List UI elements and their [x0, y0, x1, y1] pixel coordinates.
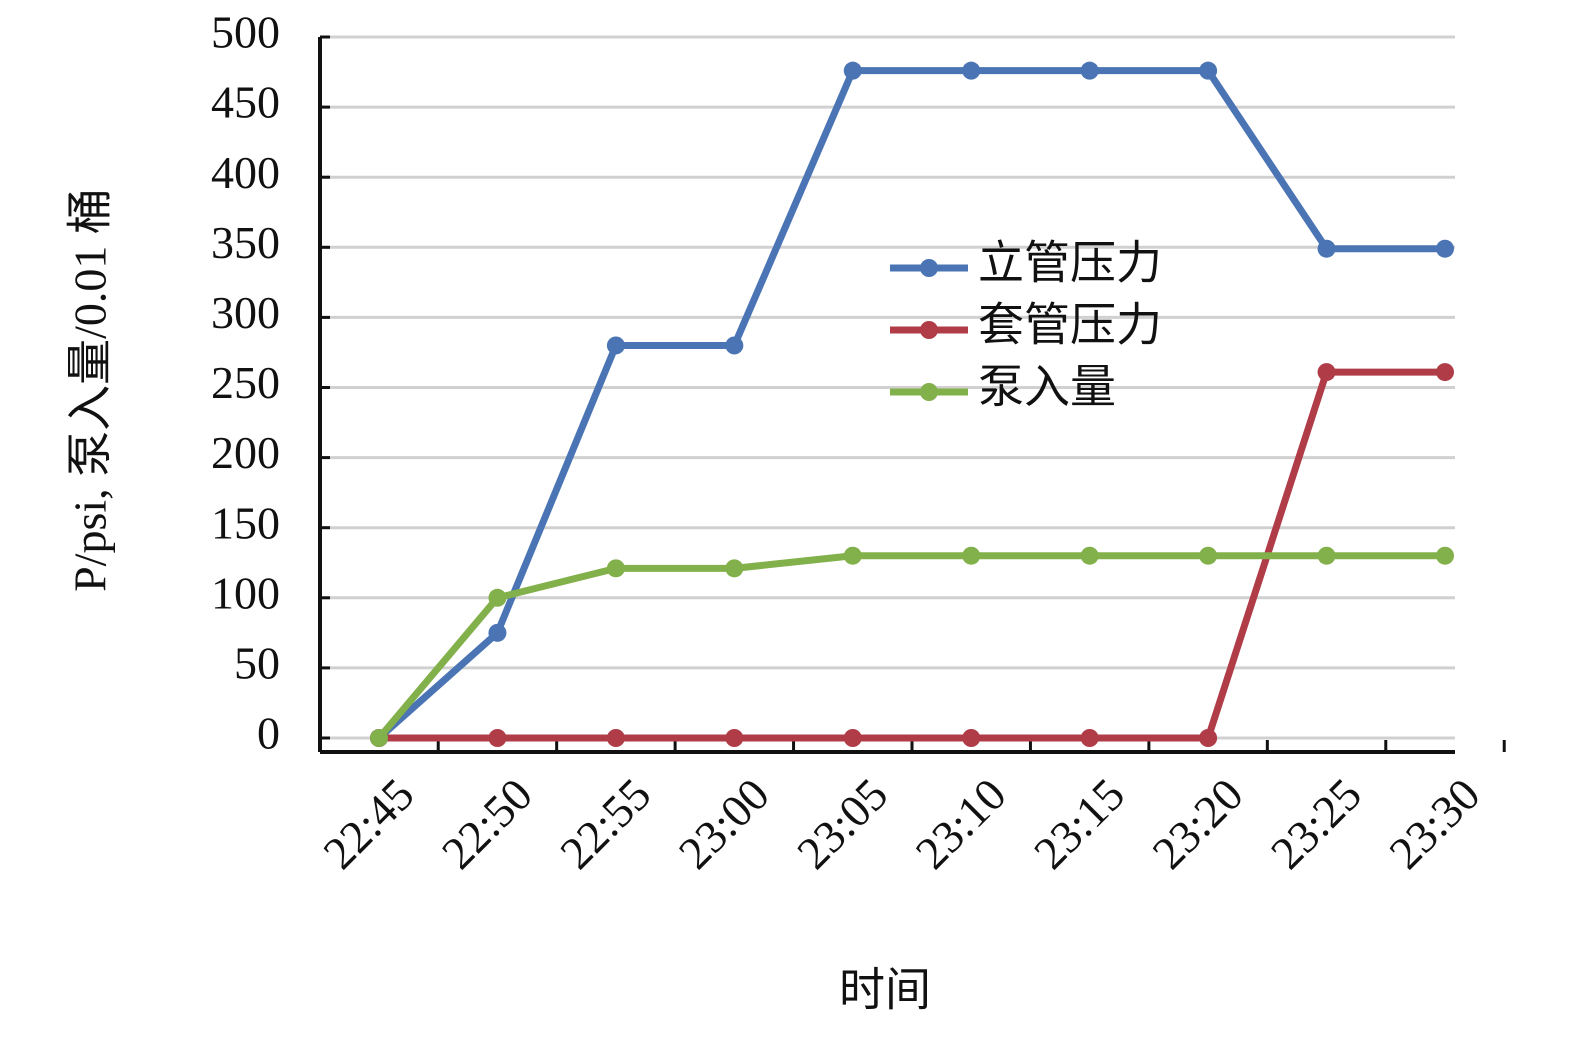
data-point: [962, 546, 981, 565]
legend-marker: [920, 321, 938, 339]
legend-marker: [920, 383, 938, 401]
data-point: [488, 588, 507, 607]
y-tick-label: 350: [211, 217, 280, 268]
y-tick-label: 100: [211, 567, 280, 618]
data-point: [1317, 546, 1336, 565]
data-point: [843, 729, 862, 747]
x-tick-label: 23:25: [1261, 768, 1371, 878]
data-point: [1199, 61, 1218, 80]
y-tick-label: 0: [257, 708, 280, 759]
x-tick-label: 23:10: [906, 768, 1016, 878]
data-point: [725, 336, 744, 355]
data-point: [1080, 61, 1099, 80]
data-point: [1317, 363, 1336, 382]
data-point: [1080, 546, 1099, 565]
data-point: [1317, 239, 1336, 258]
data-point: [962, 729, 981, 747]
data-point: [1436, 546, 1454, 565]
data-point: [1199, 546, 1218, 565]
x-tick-label: 23:20: [1142, 768, 1252, 878]
x-tick-label: 22:55: [550, 768, 660, 878]
data-point: [606, 729, 625, 747]
data-point: [725, 729, 744, 747]
x-tick-label: 23:00: [669, 768, 779, 878]
data-point: [606, 336, 625, 355]
y-tick-label: 450: [211, 77, 280, 128]
series-line: [376, 67, 1445, 741]
data-point: [725, 559, 744, 578]
data-point: [962, 61, 981, 80]
x-tick-label: 23:30: [1379, 768, 1489, 878]
data-point: [843, 61, 862, 80]
y-tick-label: 500: [211, 7, 280, 58]
y-tick-label: 50: [234, 637, 280, 688]
legend-label: 套管压力: [978, 300, 1162, 351]
y-tick-label: 200: [211, 427, 280, 478]
y-tick-label: 250: [211, 357, 280, 408]
legend-label: 泵入量: [978, 362, 1116, 413]
y-axis-label: P/psi, 泵入量/0.01 桶: [65, 188, 116, 592]
data-point: [488, 623, 507, 642]
data-point: [1436, 239, 1454, 258]
data-point: [1080, 729, 1099, 747]
x-tick-label: 23:05: [787, 768, 897, 878]
x-tick-label: 23:15: [1024, 768, 1134, 878]
legend-marker: [920, 259, 938, 277]
y-tick-label: 300: [211, 287, 280, 338]
data-point: [1436, 363, 1454, 382]
y-tick-label: 400: [211, 147, 280, 198]
data-point: [606, 559, 625, 578]
data-point: [488, 729, 507, 747]
x-axis-label: 时间: [839, 965, 931, 1016]
legend-label: 立管压力: [978, 238, 1162, 289]
x-tick-label: 22:45: [313, 768, 423, 878]
data-point: [1199, 729, 1218, 747]
x-tick-label: 22:50: [432, 768, 542, 878]
series-line: [376, 552, 1445, 741]
data-point: [843, 546, 862, 565]
y-tick-label: 150: [211, 497, 280, 548]
data-point: [370, 729, 388, 747]
